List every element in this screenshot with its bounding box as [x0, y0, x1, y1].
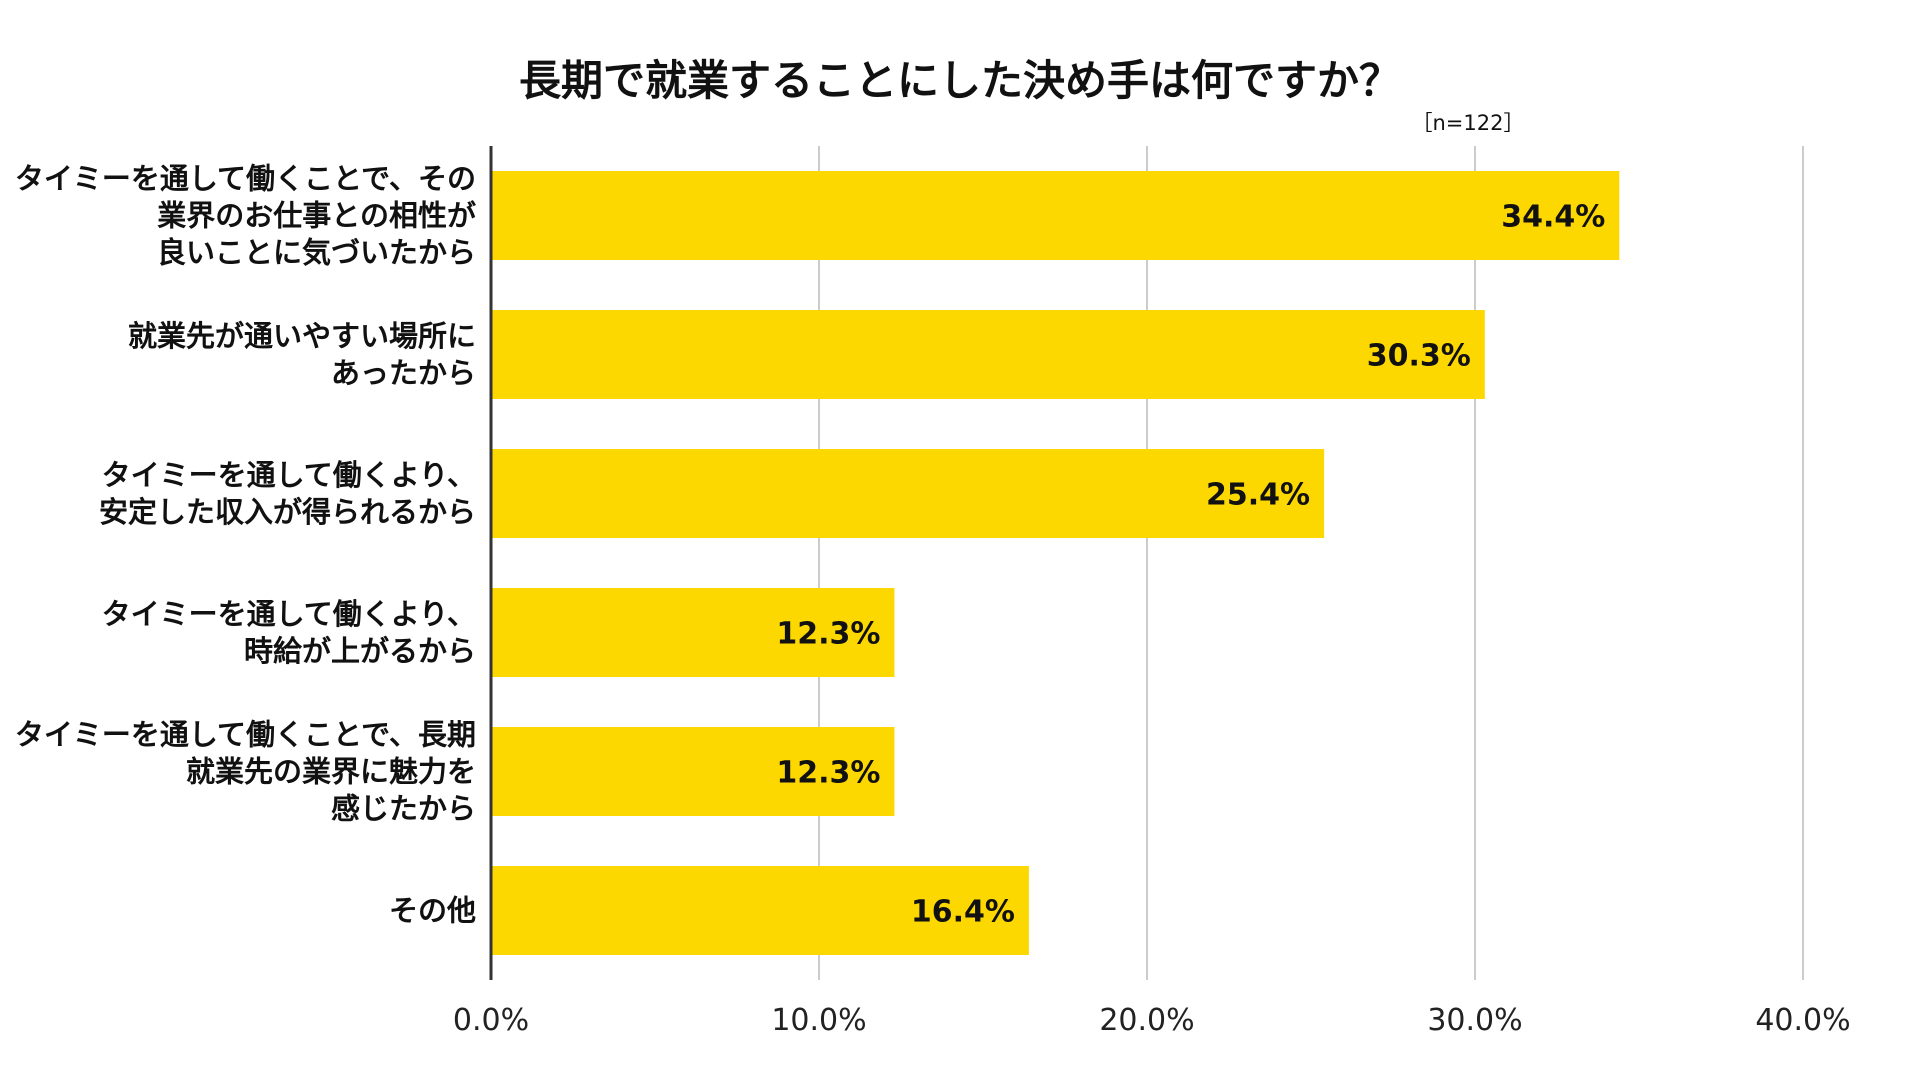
data-label: 16.4%	[911, 895, 1015, 930]
x-tick-label: 20.0%	[1099, 1003, 1194, 1038]
category-label-line: タイミーを通して働くことで、長期	[15, 718, 476, 752]
category-labels: タイミーを通して働くことで、その業界のお仕事との相性が良いことに気づいたから就業…	[15, 162, 476, 928]
category-label-line: 就業先の業界に魅力を	[186, 755, 476, 789]
x-tick-label: 0.0%	[453, 1003, 529, 1038]
category-label-line: 業界のお仕事との相性が	[157, 199, 476, 233]
category-label: タイミーを通して働くことで、その業界のお仕事との相性が良いことに気づいたから	[15, 162, 476, 270]
data-label: 12.3%	[776, 756, 880, 791]
bar	[491, 310, 1485, 399]
category-label-line: 時給が上がるから	[244, 634, 476, 668]
category-label: タイミーを通して働くより、時給が上がるから	[102, 597, 476, 668]
category-label-line: 安定した収入が得られるから	[99, 495, 476, 529]
bars: 34.4% 30.3% 25.4% 12.3% 12.3% 16.4%	[491, 171, 1620, 955]
x-tick-label: 30.0%	[1427, 1003, 1522, 1038]
category-label-line: タイミーを通して働くより、	[102, 597, 476, 631]
category-label: タイミーを通して働くより、安定した収入が得られるから	[99, 458, 476, 529]
grid-lines	[818, 146, 1804, 980]
category-label-line: タイミーを通して働くより、	[102, 458, 476, 492]
data-label: 25.4%	[1206, 478, 1310, 513]
bar	[491, 588, 895, 677]
category-label-line: 感じたから	[331, 792, 476, 826]
x-tick-label: 10.0%	[771, 1003, 866, 1038]
data-label: 30.3%	[1367, 339, 1471, 374]
bar	[491, 171, 1620, 260]
category-label-line: その他	[389, 894, 476, 928]
data-label: 34.4%	[1501, 200, 1605, 235]
category-label-line: 良いことに気づいたから	[157, 236, 476, 270]
chart-title: 長期で就業することにした決め手は何ですか？	[519, 56, 1401, 105]
category-label-line: タイミーを通して働くことで、その	[15, 162, 476, 196]
x-axis-ticks: 0.0% 10.0% 20.0% 30.0% 40.0%	[453, 1003, 1851, 1038]
bar	[491, 866, 1029, 955]
data-label: 12.3%	[776, 617, 880, 652]
x-tick-label: 40.0%	[1755, 1003, 1850, 1038]
category-label: 就業先が通いやすい場所にあったから	[128, 319, 476, 390]
category-label-line: 就業先が通いやすい場所に	[128, 319, 476, 353]
category-label: タイミーを通して働くことで、長期就業先の業界に魅力を感じたから	[15, 718, 476, 826]
bar	[491, 449, 1325, 538]
sample-size-label: ［n=122］	[1412, 111, 1525, 135]
bar	[491, 727, 895, 816]
category-label-line: あったから	[331, 356, 476, 390]
category-label: その他	[389, 894, 476, 928]
